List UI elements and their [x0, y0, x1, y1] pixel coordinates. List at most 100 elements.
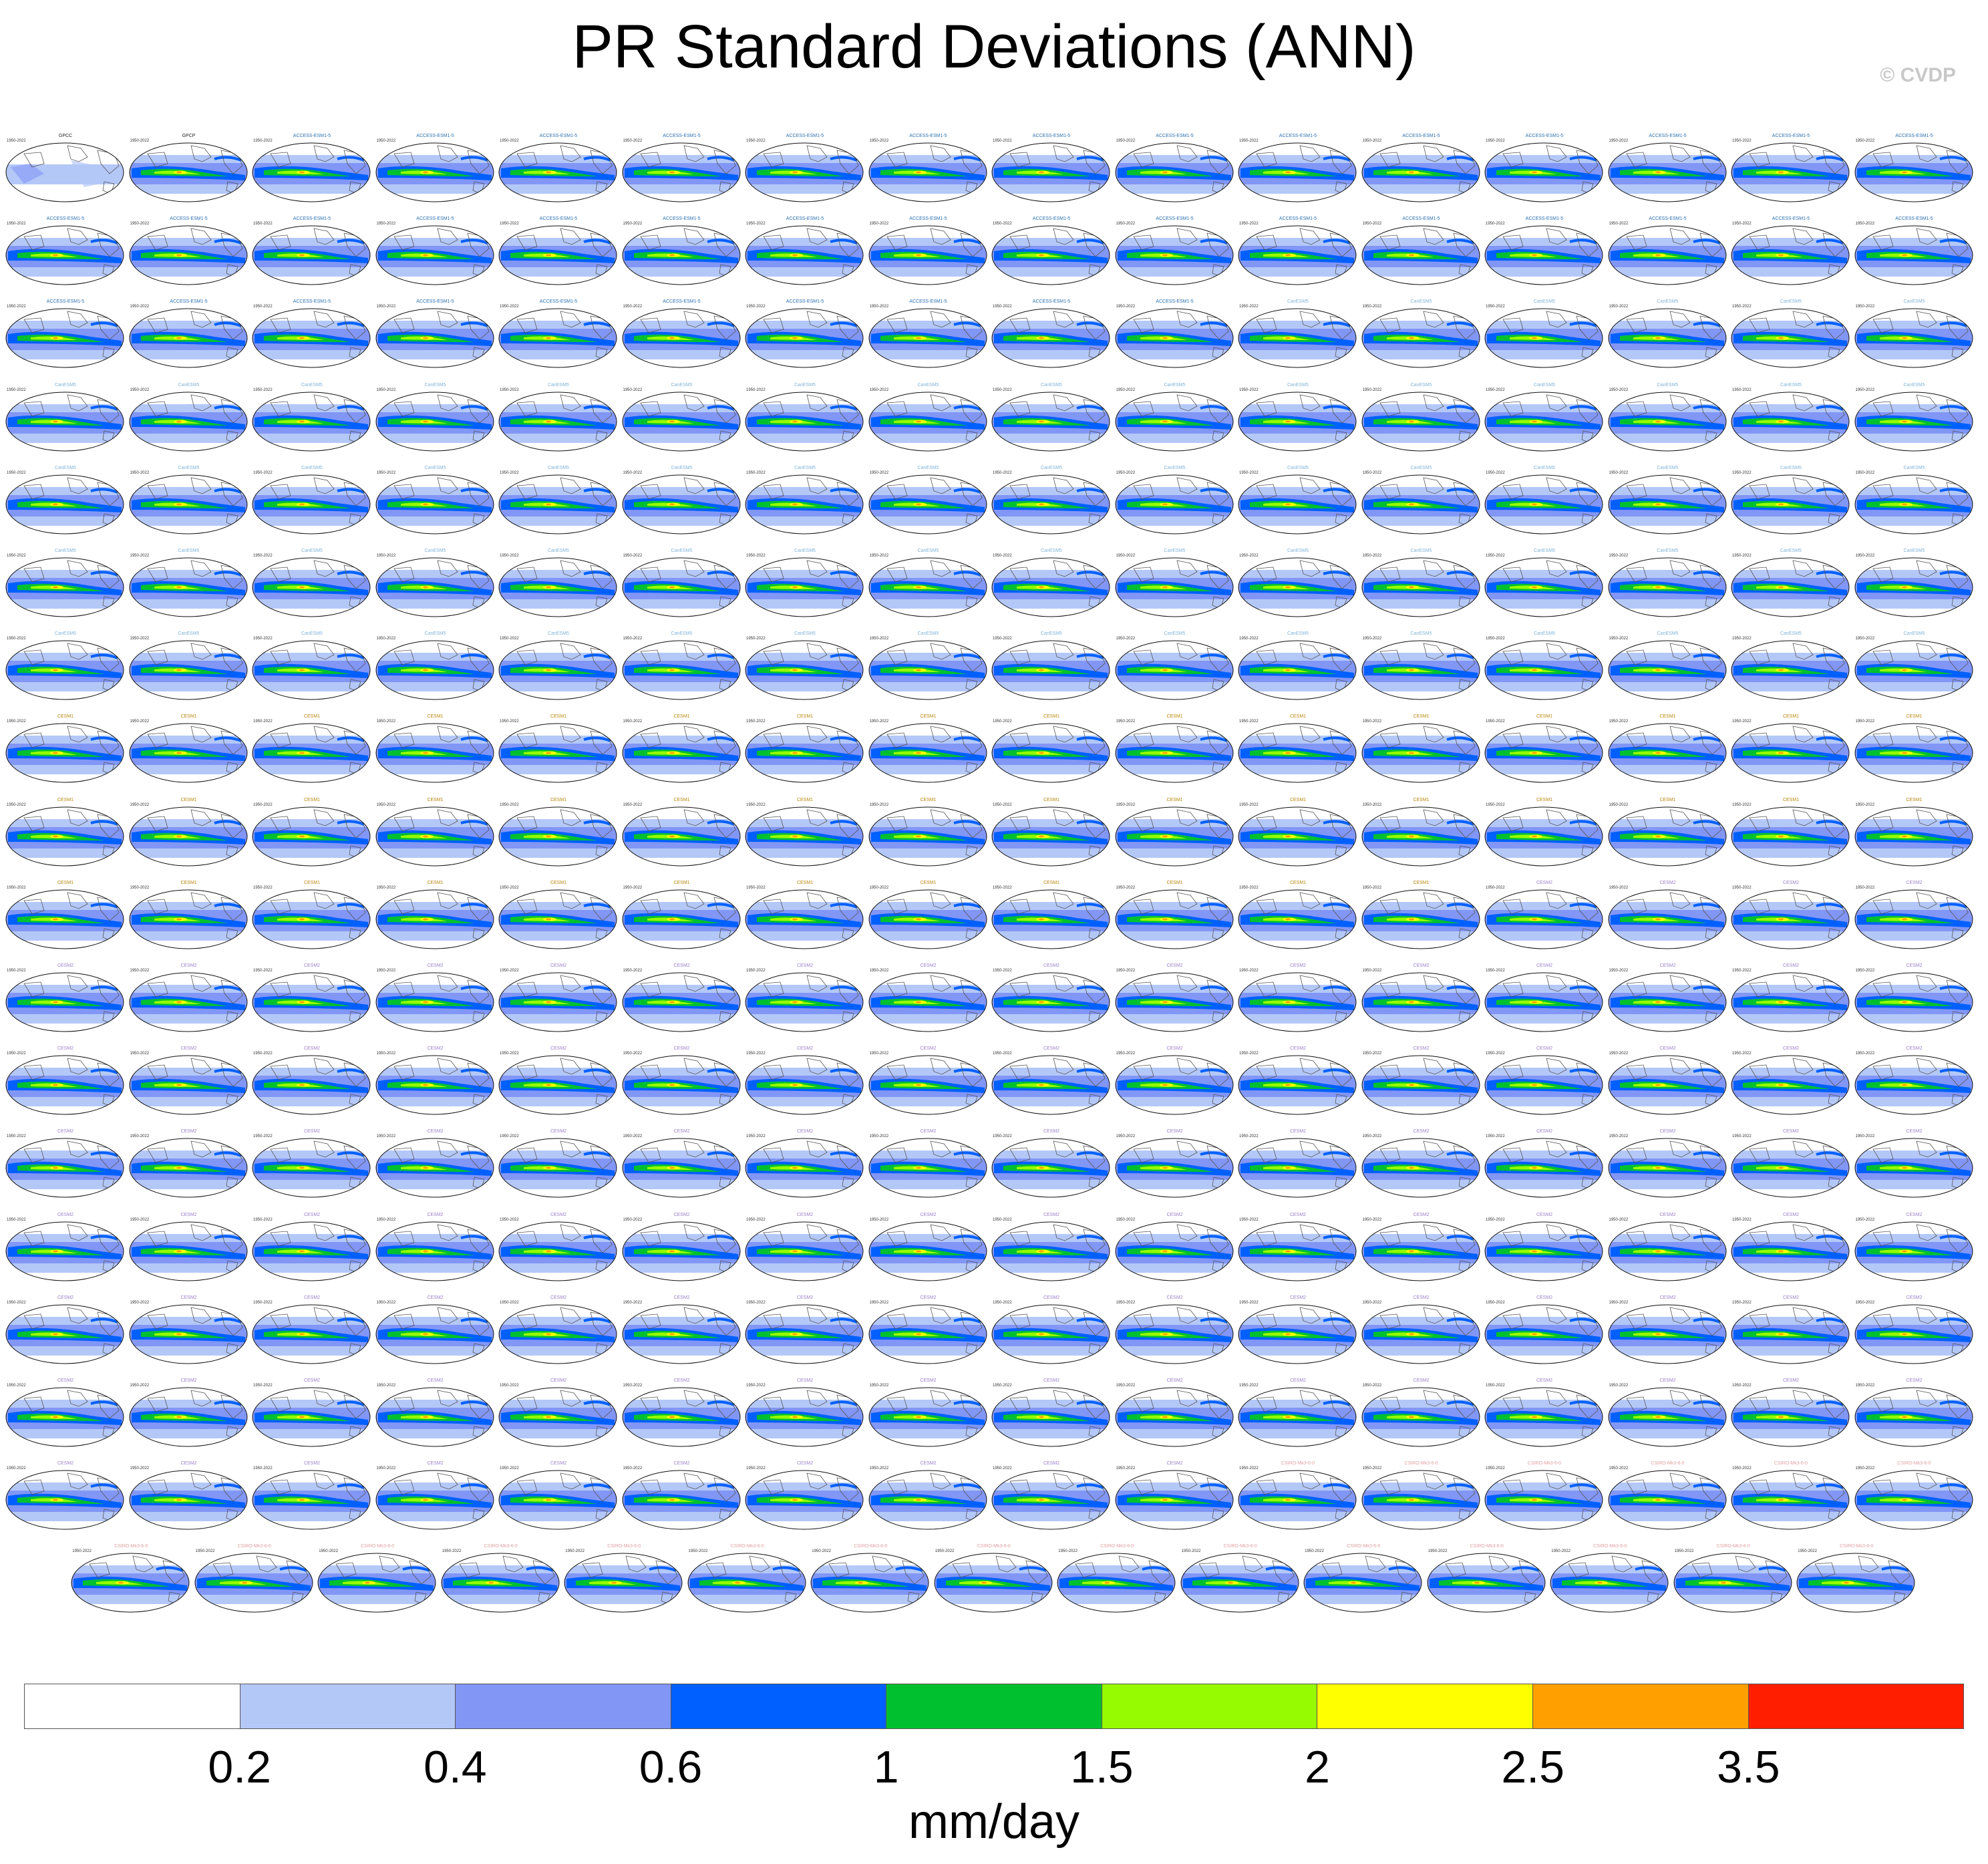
panel-title: CESM2 [920, 1461, 937, 1466]
panel-title: CESM2 [1906, 1378, 1923, 1383]
panel-period: 1950-2022 [1732, 885, 1752, 890]
map-panel: ACCESS-ESM1-5 1950-2022 [1360, 216, 1483, 299]
panel-period: 1950-2022 [7, 387, 26, 392]
panel-title: CESM2 [303, 1046, 321, 1052]
panel-title: CSIRO-Mk3-6-0 [237, 1544, 271, 1549]
map-panel: CESM2 1950-2022 [990, 1378, 1113, 1461]
map-panel: CESM2 1950-2022 [251, 963, 373, 1046]
map-panel: CESM2 1950-2022 [1360, 1295, 1483, 1378]
panel-period: 1950-2022 [253, 969, 273, 973]
panel-period: 1950-2022 [376, 885, 396, 890]
panel-period: 1950-2022 [869, 1466, 889, 1471]
panel-title: CESM2 [1289, 1046, 1307, 1052]
panel-period: 1950-2022 [253, 1134, 273, 1139]
panel-period: 1950-2022 [253, 1466, 273, 1471]
panel-period: 1950-2022 [1239, 305, 1259, 309]
panel-period: 1950-2022 [746, 387, 766, 392]
panel-title: CanESM5 [1287, 382, 1309, 387]
panel-title: CESM1 [1906, 797, 1923, 802]
panel-period: 1950-2022 [746, 305, 766, 309]
panel-period: 1950-2022 [1239, 554, 1259, 558]
map-panel: CanESM5 1950-2022 [1483, 549, 1606, 631]
panel-period: 1950-2022 [1486, 1134, 1505, 1139]
map-panel: ACCESS-ESM1-5 1950-2022 [251, 299, 373, 382]
panel-period: 1950-2022 [1732, 720, 1752, 724]
map-panel: CESM1 1950-2022 [621, 798, 743, 881]
panel-title: CESM2 [1782, 1212, 1800, 1217]
panel-title: ACCESS-ESM1-5 [1279, 134, 1317, 138]
panel-title: ACCESS-ESM1-5 [170, 299, 208, 305]
panel-period: 1950-2022 [746, 885, 766, 890]
panel-period: 1950-2022 [1732, 1466, 1752, 1471]
panel-title: CESM1 [57, 880, 74, 885]
map-panel: CESM1 1950-2022 [743, 714, 866, 797]
map-panel: CanESM5 1950-2022 [497, 466, 620, 549]
panel-title: CESM1 [1166, 714, 1183, 720]
panel-title: CanESM5 [1164, 631, 1186, 637]
panel-period: 1950-2022 [1362, 1384, 1382, 1388]
panel-title: ACCESS-ESM1-5 [1156, 134, 1194, 138]
panel-period: 1950-2022 [1609, 1052, 1629, 1056]
map-panel: CanESM5 1950-2022 [1236, 631, 1359, 714]
map-panel: ACCESS-ESM1-5 1950-2022 [1236, 134, 1359, 216]
panel-period: 1950-2022 [130, 387, 150, 392]
panel-title: CanESM5 [178, 631, 200, 637]
panel-period: 1950-2022 [1486, 885, 1505, 890]
panel-period: 1950-2022 [1855, 802, 1875, 807]
panel-period: 1950-2022 [623, 802, 643, 807]
map-panel: CESM2 1950-2022 [743, 963, 866, 1046]
panel-title: CESM2 [550, 1046, 567, 1052]
map-panel: CanESM5 1950-2022 [1729, 299, 1852, 382]
panel-title: ACCESS-ESM1-5 [416, 134, 454, 138]
panel-period: 1950-2022 [993, 305, 1012, 309]
map-panel: CanESM5 1950-2022 [1607, 549, 1729, 631]
panel-period: 1950-2022 [746, 1217, 766, 1222]
colorbar-tick-label: 2 [1305, 1742, 1330, 1793]
panel-title: CESM2 [1166, 1295, 1183, 1300]
map-panel: ACCESS-ESM1-5 1950-2022 [1607, 134, 1729, 216]
panel-title: CESM2 [57, 963, 74, 968]
panel-period: 1950-2022 [500, 1052, 519, 1056]
map-panel: CESM2 1950-2022 [1483, 1213, 1606, 1295]
panel-title: CESM1 [57, 714, 74, 720]
panel-period: 1950-2022 [1181, 1549, 1201, 1554]
colorbar [24, 1684, 1964, 1729]
panel-period: 1950-2022 [130, 139, 150, 143]
panel-title: CanESM5 [917, 549, 939, 553]
panel-period: 1950-2022 [1855, 885, 1875, 890]
panel-period: 1950-2022 [376, 1217, 396, 1222]
map-panel: CanESM5 1950-2022 [1729, 466, 1852, 549]
panel-period: 1950-2022 [376, 387, 396, 392]
map-panel: CESM2 1950-2022 [743, 1046, 866, 1129]
map-panel: CESM2 1950-2022 [4, 963, 127, 1046]
panel-period: 1950-2022 [869, 1384, 889, 1388]
map-panel: CanESM5 1950-2022 [497, 383, 620, 466]
map-panel: CESM2 1950-2022 [497, 1295, 620, 1378]
map-panel: ACCESS-ESM1-5 1950-2022 [4, 299, 127, 382]
panel-period: 1950-2022 [376, 1052, 396, 1056]
map-panel: CESM1 1950-2022 [1236, 798, 1359, 881]
colorbar-tick-label: 0.4 [424, 1742, 487, 1793]
map-panel: ACCESS-ESM1-5 1950-2022 [1853, 134, 1976, 216]
panel-period: 1950-2022 [746, 470, 766, 475]
panel-title: CanESM5 [1780, 299, 1802, 305]
map-panel: CESM2 1950-2022 [497, 1213, 620, 1295]
map-panel: ACCESS-ESM1-5 1950-2022 [1236, 216, 1359, 299]
map-panel: CanESM5 1950-2022 [990, 383, 1113, 466]
panel-title: CESM2 [1043, 963, 1060, 968]
map-panel: CESM2 1950-2022 [128, 1461, 251, 1544]
colorbar-tick-label: 0.6 [639, 1742, 703, 1793]
panel-period: 1950-2022 [7, 1384, 26, 1388]
panel-period: 1950-2022 [1362, 969, 1382, 973]
panel-period: 1950-2022 [746, 554, 766, 558]
panel-period: 1950-2022 [746, 1052, 766, 1056]
map-panel: CESM1 1950-2022 [1483, 798, 1606, 881]
map-panel: CanESM5 1950-2022 [4, 549, 127, 631]
panel-period: 1950-2022 [1362, 1134, 1382, 1139]
panel-title: CESM1 [1043, 714, 1060, 720]
panel-title: CESM2 [1659, 1046, 1676, 1052]
panel-period: 1950-2022 [1855, 1217, 1875, 1222]
panel-title: CESM1 [673, 797, 690, 802]
panel-title: CESM2 [1043, 1212, 1060, 1217]
map-panel: CESM2 1950-2022 [1853, 1046, 1976, 1129]
